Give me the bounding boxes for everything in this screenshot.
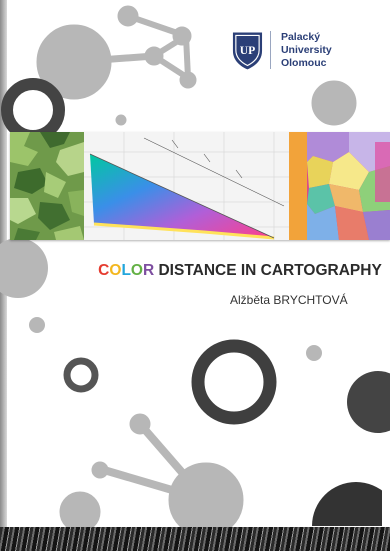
thematic-map-image bbox=[289, 132, 390, 240]
book-cover: UP Palacký University Olomouc bbox=[0, 0, 390, 527]
title-letter-o2: O bbox=[130, 262, 143, 279]
color-gamut-diagram-image bbox=[84, 132, 289, 240]
illustration-band bbox=[10, 132, 390, 240]
title-letter-c: C bbox=[98, 262, 110, 279]
camouflage-pattern-image bbox=[10, 132, 84, 240]
university-crest-icon: UP bbox=[232, 32, 263, 70]
title-letter-o: O bbox=[109, 262, 122, 279]
university-name-line2: Olomouc bbox=[280, 56, 327, 69]
university-logo: UP Palacký University Olomouc bbox=[231, 28, 371, 72]
book-author: Alžběta BRYCHTOVÁ bbox=[230, 293, 348, 307]
series-badge: TERRA NOTITIA bbox=[299, 464, 382, 526]
title-letter-l: L bbox=[121, 262, 131, 279]
decorative-shapes bbox=[0, 5, 390, 527]
crest-letters: UP bbox=[240, 44, 256, 57]
title-letter-r: R bbox=[142, 262, 155, 279]
background-photo-strip bbox=[0, 527, 390, 551]
logo-divider bbox=[269, 31, 271, 69]
university-name-line1: Palacký University bbox=[280, 30, 332, 56]
university-name: Palacký University Olomouc bbox=[281, 31, 371, 70]
book-title: COLOR DISTANCE IN CARTOGRAPHY bbox=[90, 262, 390, 284]
title-rest: DISTANCE IN CARTOGRAPHY bbox=[154, 262, 382, 279]
